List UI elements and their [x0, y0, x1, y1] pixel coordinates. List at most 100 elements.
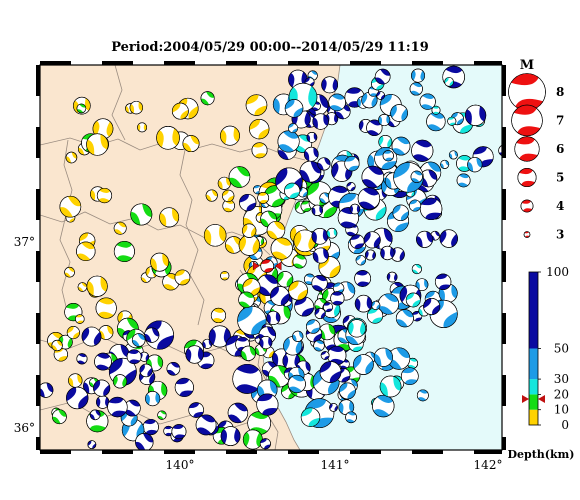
frame-tick — [502, 251, 506, 282]
focal-mechanism-beachball — [52, 409, 67, 425]
focal-mechanism-beachball — [242, 429, 263, 450]
focal-mechanism-beachball — [319, 361, 342, 383]
focal-mechanism-beachball — [174, 377, 194, 397]
focal-mechanism-beachball — [372, 394, 395, 418]
focal-mechanism-beachball — [287, 374, 306, 394]
focal-mechanism-beachball — [353, 354, 374, 375]
focal-mechanism-beachball — [257, 192, 270, 204]
focal-mechanism-beachball — [349, 234, 365, 249]
focal-mechanism-beachball — [220, 426, 241, 446]
focal-mechanism-beachball — [344, 156, 360, 172]
focal-mechanism-beachball — [312, 113, 329, 130]
focal-mechanism-beachball — [320, 351, 330, 360]
focal-mechanism-beachball — [256, 393, 279, 416]
frame-tick — [502, 313, 506, 344]
focal-mechanism-beachball — [150, 252, 169, 272]
magnitude-legend-title: M — [520, 58, 534, 73]
focal-mechanism-beachball — [387, 347, 411, 370]
focal-mechanism-beachball — [200, 91, 215, 106]
frame-tick — [36, 313, 40, 344]
focal-mechanism-beachball — [126, 349, 142, 365]
focal-mechanism-beachball — [303, 146, 319, 162]
focal-mechanism-beachball — [371, 300, 381, 310]
focal-mechanism-beachball — [311, 227, 329, 245]
focal-mechanism-beachball — [326, 227, 338, 239]
focal-mechanism-beachball — [270, 286, 290, 306]
focal-mechanism-beachball — [395, 309, 414, 328]
depth-tick-label: 100 — [546, 265, 569, 279]
focal-mechanism-beachball — [94, 352, 112, 371]
focal-mechanism-beachball — [89, 409, 101, 421]
focal-mechanism-beachball — [171, 102, 189, 120]
focal-mechanism-beachball — [220, 125, 240, 146]
x-tick-label: 142° — [474, 458, 503, 472]
focal-mechanism-beachball — [144, 327, 160, 343]
focal-mechanism-beachball — [376, 91, 385, 100]
map-area — [40, 65, 502, 450]
depth-band — [529, 394, 538, 410]
target-event-marker — [252, 261, 260, 271]
focal-mechanism-beachball — [135, 432, 154, 450]
focal-mechanism-beachball — [409, 199, 422, 212]
map-title: Period:2004/05/29 00:00--2014/05/29 11:1… — [111, 40, 429, 55]
focal-mechanism-beachball — [157, 410, 167, 420]
focal-mechanism-beachball — [345, 411, 357, 424]
focal-mechanism-beachball — [464, 104, 487, 126]
focal-mechanism-beachball — [174, 269, 191, 286]
depth-tick-label: 20 — [554, 387, 569, 401]
focal-mechanism-beachball — [419, 197, 443, 221]
focal-mechanism-beachball — [96, 395, 110, 409]
magnitude-legend-ball — [511, 104, 543, 137]
focal-mechanism-beachball — [96, 187, 113, 204]
frame-tick — [36, 189, 40, 220]
magnitude-legend-label: 8 — [556, 85, 564, 99]
focal-mechanism-beachball — [292, 330, 304, 342]
focal-mechanism-beachball — [124, 399, 141, 417]
focal-mechanism-beachball — [77, 282, 88, 292]
frame-tick — [40, 61, 71, 65]
focal-mechanism-beachball — [411, 263, 422, 275]
focal-mechanism-beachball — [284, 99, 304, 118]
focal-mechanism-beachball — [242, 278, 261, 297]
x-axis-labels: 140° 141° 142° — [166, 458, 503, 472]
focal-mechanism-beachball — [210, 307, 227, 324]
focal-mechanism-beachball — [240, 345, 256, 361]
focal-mechanism-beachball — [380, 245, 395, 261]
x-tick-label: 141° — [321, 458, 350, 472]
focal-mechanism-beachball — [456, 173, 471, 188]
y-axis-labels: 37° 36° — [14, 235, 35, 435]
focal-mechanism-beachball — [374, 68, 391, 85]
focal-mechanism-beachball — [288, 123, 299, 134]
focal-mechanism-beachball — [59, 195, 82, 218]
magnitude-legend-ball — [520, 199, 534, 213]
focal-mechanism-beachball — [266, 310, 281, 325]
depth-tick-label: 30 — [554, 372, 569, 386]
magnitude-legend-label: 4 — [556, 199, 564, 213]
x-tick-label: 140° — [166, 458, 195, 472]
focal-mechanism-beachball — [142, 418, 159, 436]
frame-tick — [226, 450, 257, 454]
focal-mechanism-beachball — [300, 407, 321, 427]
focal-mechanism-beachball — [393, 162, 424, 193]
frame-tick — [40, 450, 71, 454]
focal-mechanism-beachball — [40, 382, 54, 398]
focal-mechanism-beachball — [416, 389, 429, 402]
focal-mechanism-beachball — [386, 271, 398, 283]
focal-mechanism-beachball — [93, 379, 111, 397]
focal-mechanism-beachball — [321, 76, 339, 94]
focal-mechanism-beachball — [392, 204, 409, 221]
focal-mechanism-beachball — [51, 339, 63, 352]
focal-mechanism-beachball — [306, 319, 321, 334]
focal-mechanism-beachball — [266, 221, 286, 240]
focal-mechanism-beachball — [66, 386, 89, 410]
focal-mechanism-beachball — [86, 275, 108, 297]
focal-mechanism-beachball — [139, 363, 153, 378]
focal-mechanism-beachball — [440, 159, 450, 169]
focal-mechanism-beachball — [292, 254, 307, 269]
focal-mechanism-beachball — [323, 302, 333, 313]
focal-mechanism-beachball — [166, 361, 181, 376]
frame-tick — [164, 61, 195, 65]
focal-mechanism-beachball — [208, 325, 231, 348]
focal-mechanism-beachball — [239, 193, 257, 212]
focal-mechanism-beachball — [361, 165, 385, 189]
